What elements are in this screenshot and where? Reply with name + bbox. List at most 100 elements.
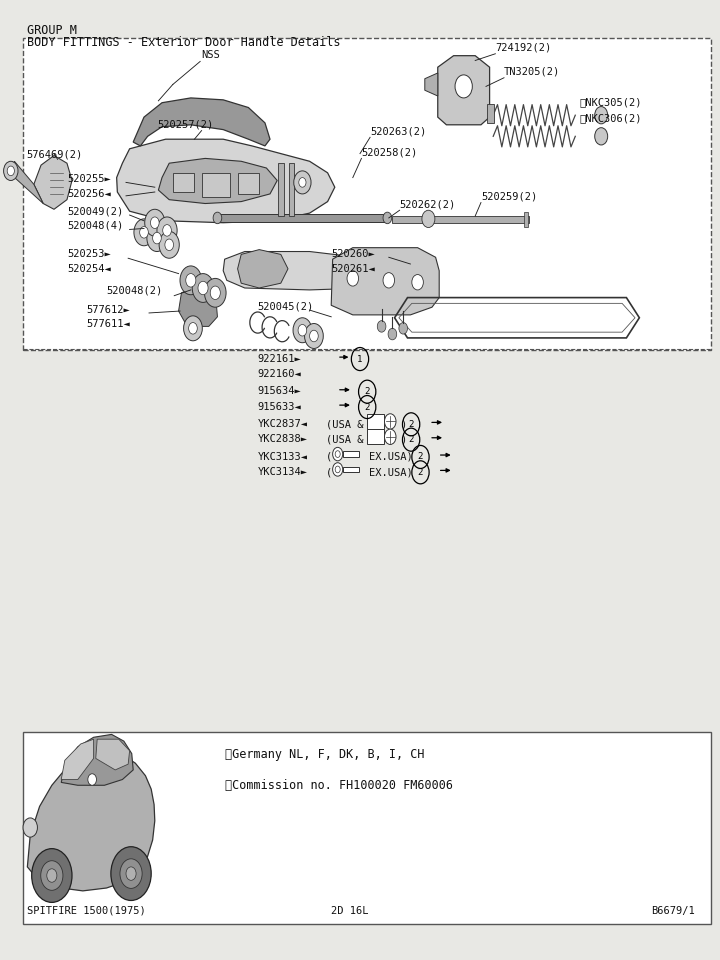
Polygon shape xyxy=(61,739,94,780)
Circle shape xyxy=(180,266,202,295)
Polygon shape xyxy=(133,98,270,146)
Bar xyxy=(367,414,384,429)
Text: 520253►: 520253► xyxy=(67,250,111,259)
Text: 915634►: 915634► xyxy=(258,387,302,396)
Circle shape xyxy=(32,849,72,902)
Text: 2D 16L: 2D 16L xyxy=(331,906,369,916)
Circle shape xyxy=(163,225,171,236)
Bar xyxy=(173,173,194,192)
Polygon shape xyxy=(438,56,490,125)
Text: 520255►: 520255► xyxy=(67,175,111,184)
Circle shape xyxy=(333,447,343,461)
Text: 915633◄: 915633◄ xyxy=(258,402,302,412)
Text: 2: 2 xyxy=(408,420,414,429)
Circle shape xyxy=(88,774,96,785)
Circle shape xyxy=(310,330,318,342)
Bar xyxy=(524,212,528,227)
Circle shape xyxy=(204,278,226,307)
Circle shape xyxy=(159,231,179,258)
Text: 520256◄: 520256◄ xyxy=(67,189,111,199)
Circle shape xyxy=(140,227,148,238)
Text: SPITFIRE 1500(1975): SPITFIRE 1500(1975) xyxy=(27,906,146,916)
Text: TN3205(2): TN3205(2) xyxy=(504,67,560,77)
Bar xyxy=(367,429,384,444)
Circle shape xyxy=(595,107,608,124)
Polygon shape xyxy=(223,252,389,290)
Polygon shape xyxy=(331,248,439,315)
Circle shape xyxy=(186,274,196,287)
Bar xyxy=(392,216,529,223)
Text: 520048(2): 520048(2) xyxy=(107,286,163,296)
Circle shape xyxy=(399,323,408,334)
Bar xyxy=(343,467,359,472)
Text: 520048(4): 520048(4) xyxy=(67,221,123,230)
Circle shape xyxy=(150,217,159,228)
Text: ②Commission no. FH100020 FM60006: ②Commission no. FH100020 FM60006 xyxy=(225,779,453,792)
Text: ①Germany NL, F, DK, B, I, CH: ①Germany NL, F, DK, B, I, CH xyxy=(225,748,424,761)
Circle shape xyxy=(213,212,222,224)
Circle shape xyxy=(412,275,423,290)
Text: 520045(2): 520045(2) xyxy=(258,301,314,311)
Text: 520049(2): 520049(2) xyxy=(67,206,123,216)
Text: 2: 2 xyxy=(408,435,414,444)
Circle shape xyxy=(347,271,359,286)
Bar xyxy=(289,163,294,216)
Circle shape xyxy=(384,429,396,444)
Circle shape xyxy=(383,273,395,288)
Circle shape xyxy=(41,861,63,890)
Bar xyxy=(202,173,230,197)
Circle shape xyxy=(299,178,306,187)
Circle shape xyxy=(294,171,311,194)
Circle shape xyxy=(298,324,307,336)
Circle shape xyxy=(23,818,37,837)
Text: 724192(2): 724192(2) xyxy=(495,43,552,53)
Text: 520254◄: 520254◄ xyxy=(67,264,111,274)
Circle shape xyxy=(383,212,392,224)
Polygon shape xyxy=(425,73,438,96)
Circle shape xyxy=(153,232,161,244)
Text: YKC3134►: YKC3134► xyxy=(258,468,307,477)
Circle shape xyxy=(336,466,341,473)
Text: 577611◄: 577611◄ xyxy=(86,320,130,329)
Text: (USA &: (USA & xyxy=(326,435,364,444)
Text: 922161►: 922161► xyxy=(258,354,302,364)
Text: 520263(2): 520263(2) xyxy=(370,127,426,136)
Circle shape xyxy=(595,128,608,145)
Circle shape xyxy=(134,219,154,246)
Polygon shape xyxy=(117,139,335,223)
Bar xyxy=(278,163,284,216)
Text: 2: 2 xyxy=(418,468,423,477)
Text: ): ) xyxy=(400,420,407,429)
Text: YKC2837◄: YKC2837◄ xyxy=(258,420,307,429)
Circle shape xyxy=(145,209,165,236)
Text: ): ) xyxy=(400,435,407,444)
Polygon shape xyxy=(27,751,155,891)
Text: (: ( xyxy=(326,468,333,477)
Circle shape xyxy=(7,166,14,176)
Text: ①NKC305(2): ①NKC305(2) xyxy=(580,98,642,108)
Circle shape xyxy=(336,451,341,458)
Bar xyxy=(238,173,259,194)
Text: (: ( xyxy=(326,452,333,462)
Circle shape xyxy=(455,75,472,98)
Text: 1: 1 xyxy=(357,354,363,364)
Circle shape xyxy=(210,286,220,300)
Circle shape xyxy=(165,239,174,251)
Polygon shape xyxy=(9,161,43,204)
Circle shape xyxy=(333,463,343,476)
Text: 576469(2): 576469(2) xyxy=(26,150,82,159)
Circle shape xyxy=(120,859,142,888)
Text: NSS: NSS xyxy=(202,50,220,60)
Circle shape xyxy=(147,225,167,252)
Text: EX.USA): EX.USA) xyxy=(369,468,413,477)
Text: B6679/1: B6679/1 xyxy=(651,906,695,916)
Circle shape xyxy=(305,324,323,348)
Text: 2: 2 xyxy=(364,387,370,396)
Polygon shape xyxy=(96,739,130,770)
Bar xyxy=(23,38,711,350)
Polygon shape xyxy=(158,158,277,204)
Polygon shape xyxy=(61,734,133,785)
Circle shape xyxy=(189,323,197,334)
Circle shape xyxy=(157,217,177,244)
Text: 520260►: 520260► xyxy=(331,250,375,259)
